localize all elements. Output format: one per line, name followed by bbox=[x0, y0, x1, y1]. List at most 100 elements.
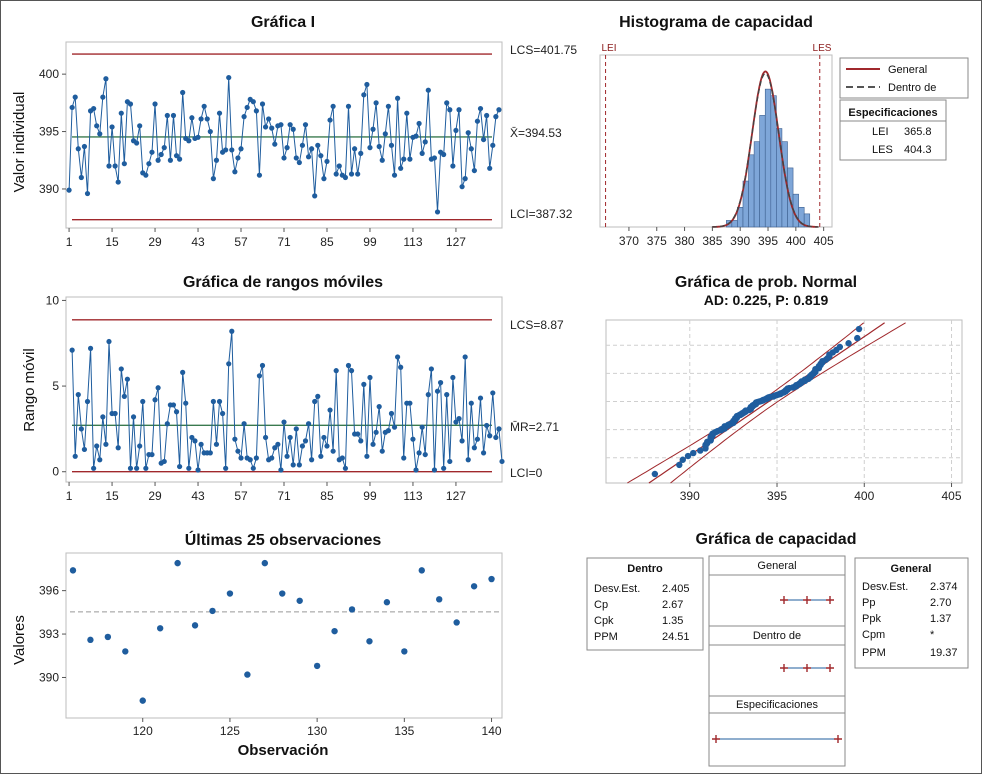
mr-point bbox=[453, 419, 459, 425]
mr-point bbox=[431, 467, 438, 473]
ichart-point bbox=[75, 146, 81, 152]
mr-point bbox=[238, 455, 244, 461]
ichart-point bbox=[471, 167, 477, 174]
ichart-point bbox=[315, 142, 321, 148]
ichart-point bbox=[425, 87, 431, 93]
ichart-point bbox=[72, 94, 78, 100]
ichart-point bbox=[382, 131, 388, 137]
mr-point bbox=[428, 366, 434, 372]
ichart-point bbox=[189, 115, 195, 121]
histogram-xtick-label: 385 bbox=[702, 234, 722, 248]
mr-point bbox=[355, 431, 361, 437]
ichart-point bbox=[367, 145, 373, 151]
ichart-point bbox=[100, 94, 106, 100]
probplot-point bbox=[854, 334, 861, 342]
mr-xtick-label: 113 bbox=[403, 489, 422, 503]
histogram-xtick-label: 400 bbox=[786, 234, 806, 248]
mr-point bbox=[290, 462, 296, 468]
ichart-point bbox=[180, 89, 186, 96]
ichart-point bbox=[447, 107, 453, 113]
ichart-point bbox=[216, 110, 223, 116]
ichart-point bbox=[456, 107, 462, 113]
mr-point bbox=[391, 424, 398, 430]
mr-xtick-label: 71 bbox=[277, 489, 291, 503]
spec-table: Especificaciones LEI 365.8 LES 404.3 bbox=[839, 99, 947, 161]
interval-markers bbox=[712, 735, 842, 743]
mr-point bbox=[496, 426, 502, 432]
ichart-point bbox=[299, 142, 306, 148]
within-stat-label: Cp bbox=[594, 599, 608, 611]
probplot-chart: Gráfica de prob. Normal AD: 0.225, P: 0.… bbox=[605, 274, 963, 503]
ichart-point bbox=[290, 126, 296, 132]
ichart-point bbox=[229, 147, 235, 153]
ichart-point bbox=[137, 123, 143, 129]
mr-point bbox=[256, 373, 263, 379]
mr-chart-center-label: M̄R=2.71 bbox=[510, 420, 559, 434]
within-stat-label: Cpk bbox=[594, 615, 614, 627]
within-stats-title: Dentro bbox=[627, 563, 663, 575]
last25-point bbox=[331, 627, 338, 635]
ichart-point bbox=[345, 103, 352, 109]
ichart-point bbox=[170, 112, 177, 119]
spec-usl-label: LES bbox=[872, 144, 893, 156]
ichart-point bbox=[81, 143, 88, 150]
mr-point bbox=[195, 467, 201, 473]
last25-point bbox=[453, 619, 460, 626]
overall-stat-label: Cpm bbox=[862, 629, 885, 641]
last25-frame bbox=[65, 552, 503, 719]
ichart-ytick-label: 395 bbox=[39, 125, 59, 139]
legend-within-label: Dentro de bbox=[888, 82, 936, 94]
capability-panels-box bbox=[708, 555, 846, 767]
mr-point bbox=[97, 457, 103, 463]
ichart-point bbox=[422, 139, 428, 145]
ichart-point bbox=[373, 100, 379, 106]
mr-point bbox=[137, 443, 143, 449]
within-stat-value: 24.51 bbox=[662, 631, 690, 643]
histogram-bar bbox=[753, 141, 760, 228]
mr-point bbox=[143, 465, 149, 471]
histogram-xtick-label: 395 bbox=[758, 234, 778, 248]
ichart-point bbox=[223, 147, 229, 153]
probplot-subtitle: AD: 0.225, P: 0.819 bbox=[704, 292, 829, 308]
i-chart-lcl-label: LCI=387.32 bbox=[510, 207, 573, 221]
last25-chart: Últimas 25 observaciones Valores Observa… bbox=[11, 530, 503, 759]
mr-point bbox=[462, 354, 468, 360]
ichart-point bbox=[312, 193, 318, 199]
mr-point bbox=[134, 465, 140, 471]
mr-ytick-label: 10 bbox=[46, 293, 60, 307]
last25-point bbox=[139, 697, 146, 704]
mr-point bbox=[161, 458, 167, 465]
ichart-point bbox=[161, 145, 167, 151]
mr-point bbox=[450, 374, 456, 381]
ichart-point bbox=[444, 100, 450, 106]
histogram-bar bbox=[803, 213, 811, 228]
mr-point bbox=[370, 441, 376, 447]
ichart-point bbox=[198, 116, 204, 122]
mr-point bbox=[198, 441, 204, 447]
mr-xtick-label: 85 bbox=[320, 489, 334, 503]
last25-point bbox=[296, 597, 303, 604]
mr-point bbox=[152, 397, 158, 403]
last25-title: Últimas 25 observaciones bbox=[185, 530, 382, 549]
ichart-point bbox=[484, 112, 490, 119]
mr-point bbox=[281, 419, 287, 425]
mr-point bbox=[493, 434, 499, 441]
ichart-point bbox=[272, 141, 278, 147]
mr-point bbox=[232, 436, 238, 442]
mr-point bbox=[130, 414, 137, 420]
ichart-point bbox=[336, 163, 342, 169]
mr-point bbox=[419, 424, 425, 430]
mr-point bbox=[164, 421, 170, 427]
probplot-point bbox=[855, 325, 863, 333]
mr-point bbox=[69, 347, 75, 353]
ichart-point bbox=[330, 103, 336, 109]
legend-box bbox=[839, 57, 969, 99]
overall-stat-label: PPM bbox=[862, 647, 886, 659]
ichart-point bbox=[210, 176, 216, 182]
last25-point bbox=[436, 596, 443, 603]
last25-xtick-label: 130 bbox=[307, 724, 327, 738]
ichart-point bbox=[186, 138, 192, 144]
ichart-point bbox=[407, 156, 413, 162]
within-stat-value: 2.67 bbox=[662, 599, 683, 611]
